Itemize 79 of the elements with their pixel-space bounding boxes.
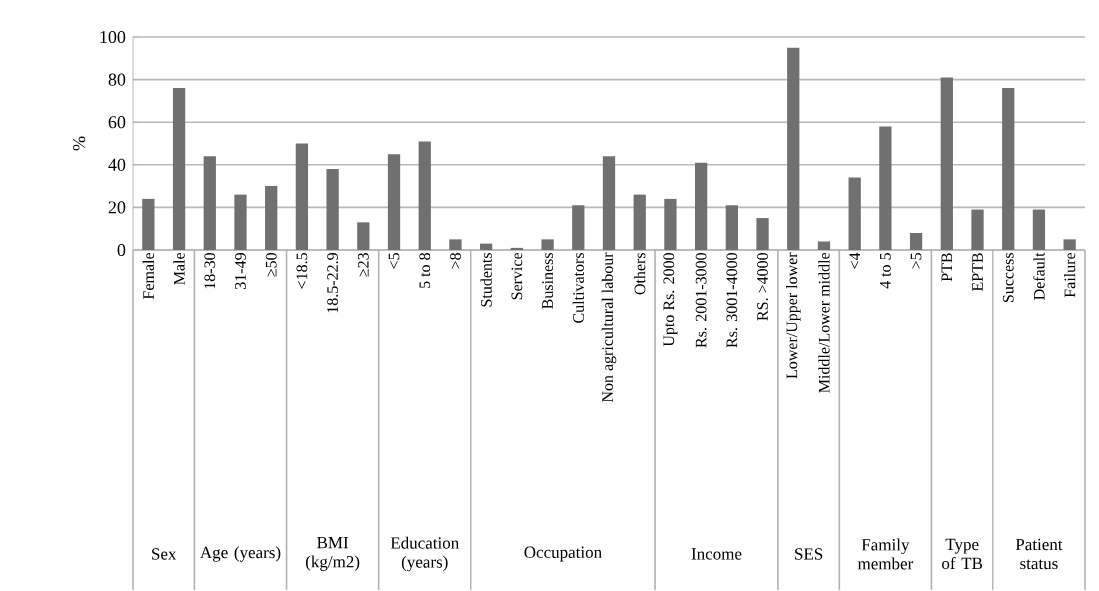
x-tick-label: RS. >4000 [757,253,768,321]
bar [664,198,677,250]
text: Patient status [1015,538,1063,570]
text: Age (years) [200,546,281,562]
bar [817,241,831,250]
text: Family member [857,538,914,570]
bar [172,88,186,250]
bar [203,156,216,250]
bar [725,205,738,250]
text: Occupation [524,546,602,562]
x-tick-label: 5 to 8 [419,253,431,288]
x-tick-label: Others [634,252,646,295]
x-tick-label: Business [542,252,553,309]
bar [326,169,339,250]
bar [142,198,155,250]
text: Education (years) [390,536,459,572]
bar [1032,209,1046,250]
x-tick-label: Male [173,252,185,285]
y-tick-label: 20 [108,201,126,214]
x-tick-label: Service [511,252,523,300]
bar [449,239,462,250]
x-tick-label: 18.5-22.9 [327,253,339,313]
x-tick-label: Female [142,252,154,300]
x-tick-label: Rs. 2001-3000 [695,253,707,348]
text: Sex [152,548,177,560]
x-tick-label: <4 [849,252,860,269]
bar [971,209,984,250]
bar [418,141,431,250]
bar [234,194,247,250]
y-axis-title: % [72,136,86,151]
y-tick-label: 40 [108,158,126,171]
bar [295,143,309,250]
bar [387,154,401,250]
bar [694,162,708,250]
bar [1063,239,1076,250]
x-tick-label: Lower/Upper lower [786,252,801,379]
text: SES [795,548,823,560]
bar [909,232,923,250]
x-tick-label: Non agricultural labour [601,252,617,403]
bar [480,243,493,250]
x-tick-label: ≥50 [265,253,277,277]
text: BMI (kg/m2) [305,537,360,571]
bar [602,156,616,250]
text: Income [691,548,742,560]
x-tick-label: ≥23 [357,253,369,277]
y-tick-label: 0 [117,243,126,257]
x-tick-label: Default [1033,252,1045,300]
x-tick-label: 18-30 [204,253,216,289]
x-tick-label: <5 [388,253,400,269]
x-tick-label: >5 [910,253,922,269]
x-tick-label: >8 [450,253,461,269]
bar [265,186,278,250]
bar [633,194,646,250]
text: Type of TB [942,538,983,570]
x-tick-label: EPTB [972,253,983,292]
bar [357,222,370,250]
bar [572,205,585,250]
y-tick-label: 80 [108,73,126,86]
y-tick-label: 60 [108,116,126,129]
x-tick-label: Middle/Lower middle [818,252,830,393]
x-tick-label: <18.5 [296,253,308,289]
x-tick-label: 31-49 [235,253,246,289]
x-tick-label: Students [480,252,492,307]
x-tick-label: Cultivators [572,252,584,323]
bar [787,47,800,250]
y-tick-label: 100 [100,30,126,44]
x-tick-label: 4 to 5 [880,253,891,289]
x-tick-label: Rs. 3001-4000 [726,253,738,348]
bar [1002,88,1015,250]
bar [510,247,524,250]
bar [541,239,554,250]
x-tick-label: Failure [1064,252,1076,298]
bar [879,126,892,250]
x-tick-label: Success [1002,252,1014,302]
x-tick-label: Upto Rs. 2000 [663,253,678,347]
x-tick-label: PTB [941,253,953,282]
bar [756,218,769,250]
bar [940,77,953,250]
bar [848,177,861,250]
